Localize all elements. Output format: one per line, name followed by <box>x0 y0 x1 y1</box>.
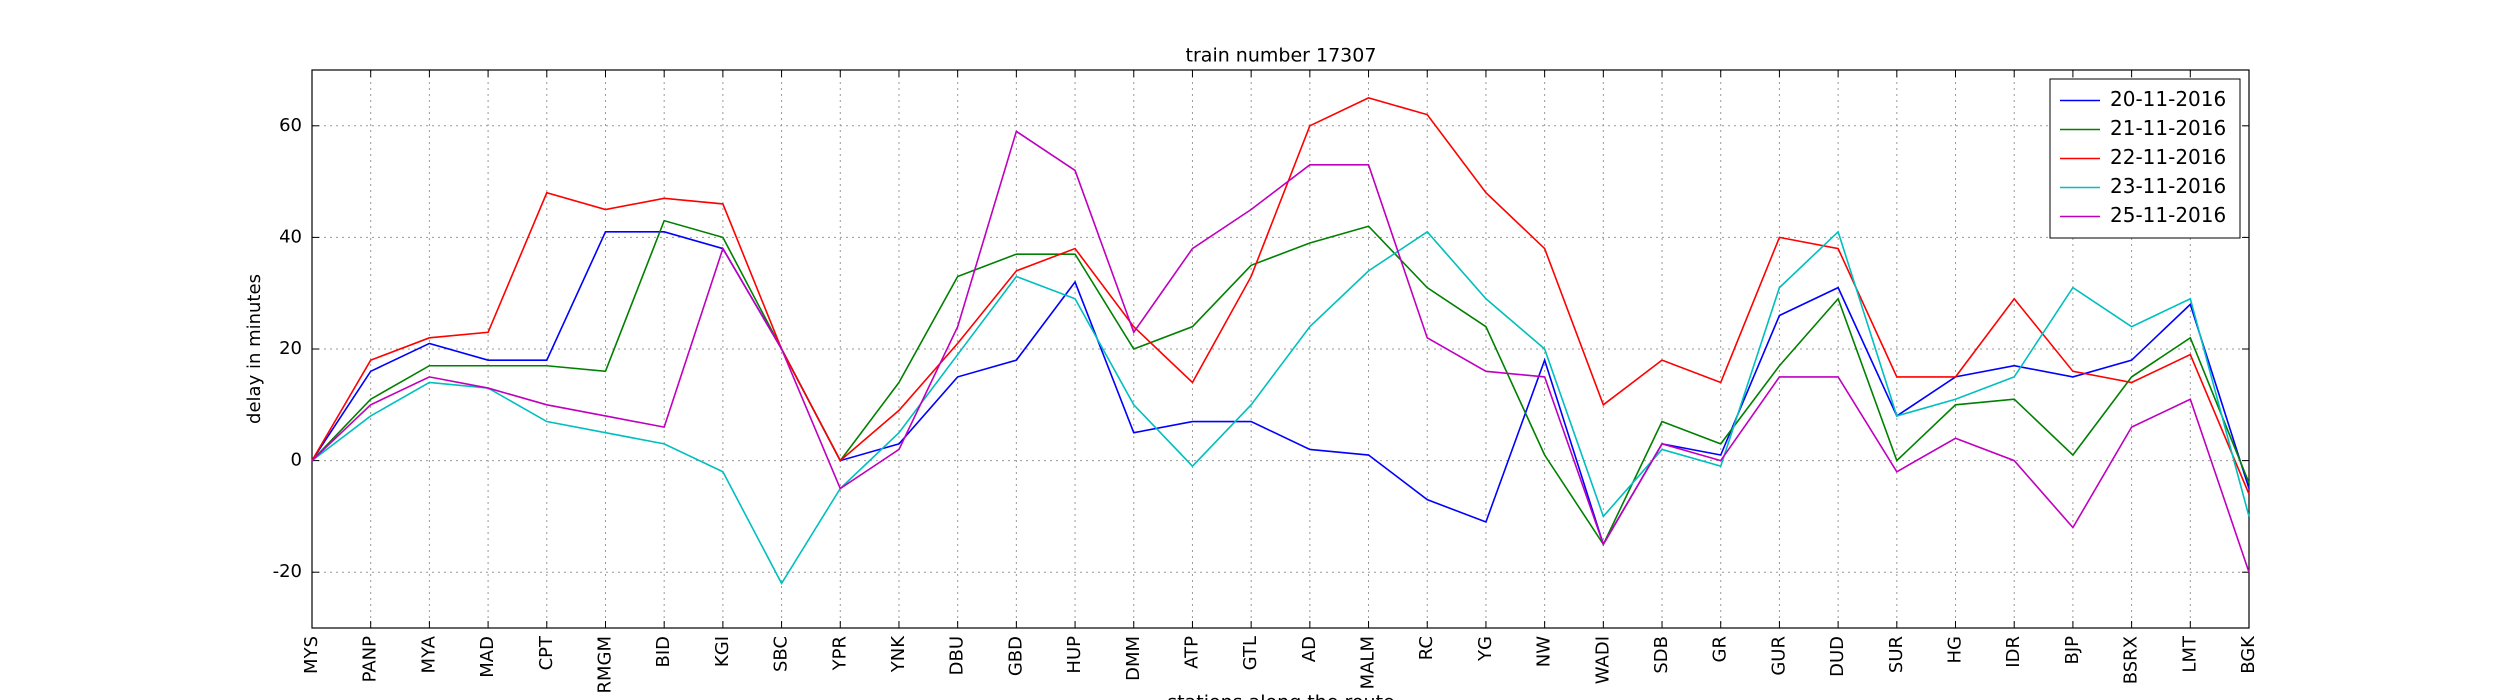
x-tick-label: AD <box>1299 636 1320 662</box>
legend-label: 23-11-2016 <box>2110 174 2226 198</box>
x-tick-label: KGI <box>712 636 733 667</box>
x-tick-label: MAD <box>477 636 498 678</box>
x-tick-label: MYS <box>301 636 322 674</box>
x-tick-label: LMT <box>2179 635 2200 673</box>
legend-label: 25-11-2016 <box>2110 203 2226 227</box>
x-tick-label: RMGM <box>594 636 615 694</box>
x-tick-label: WADI <box>1592 636 1613 684</box>
x-tick-label: DBU <box>947 636 968 675</box>
x-tick-label: RC <box>1416 636 1437 660</box>
series-line <box>311 231 2250 547</box>
series-line <box>311 97 2250 495</box>
x-tick-label: DUD <box>1827 636 1848 677</box>
series-line <box>311 230 2250 585</box>
x-tick-label: GUR <box>1768 636 1789 676</box>
y-tick-label: 60 <box>279 115 302 136</box>
x-tick-label: MALM <box>1358 636 1379 689</box>
x-tick-label: BJP <box>2062 636 2083 665</box>
x-tick-label: DMM <box>1123 636 1144 681</box>
series-line <box>311 130 2250 573</box>
x-tick-label: YNK <box>888 635 909 673</box>
plot-frame <box>311 69 2250 629</box>
x-tick-label: ATP <box>1181 636 1202 669</box>
x-tick-label: SDB <box>1651 636 1672 674</box>
x-tick-label: GR <box>1710 636 1731 662</box>
x-tick-label: HG <box>1945 636 1966 663</box>
x-tick-label: MYA <box>418 635 439 673</box>
y-axis-label: delay in minutes <box>244 274 265 424</box>
x-tick-label: SUR <box>1886 636 1907 673</box>
legend-label: 21-11-2016 <box>2110 116 2226 140</box>
y-tick-label: 0 <box>291 450 302 471</box>
x-tick-label: HUP <box>1064 636 1085 674</box>
y-tick-label: 20 <box>279 338 302 359</box>
legend-label: 22-11-2016 <box>2110 145 2226 169</box>
x-tick-label: GTL <box>1240 636 1261 670</box>
series-line <box>311 219 2250 546</box>
x-tick-label: PANP <box>360 636 381 682</box>
legend-label: 20-11-2016 <box>2110 87 2226 111</box>
chart-title: train number 17307 <box>1186 45 1377 67</box>
x-tick-label: NW <box>1534 636 1555 667</box>
x-tick-label: YPR <box>829 636 850 671</box>
x-tick-label: YG <box>1475 636 1496 662</box>
x-tick-label: IDR <box>2003 636 2024 668</box>
x-tick-label: CPT <box>536 635 557 670</box>
x-axis-label: stations along the route <box>1167 692 1394 700</box>
x-tick-label: BSRX <box>2121 636 2142 684</box>
x-tick-label: GBD <box>1005 636 1026 676</box>
y-tick-label: 40 <box>279 226 302 247</box>
x-tick-label: SBC <box>771 636 792 672</box>
y-tick-label: -20 <box>273 561 302 582</box>
x-tick-label: BID <box>653 636 674 668</box>
x-tick-label: BGK <box>2238 635 2259 674</box>
